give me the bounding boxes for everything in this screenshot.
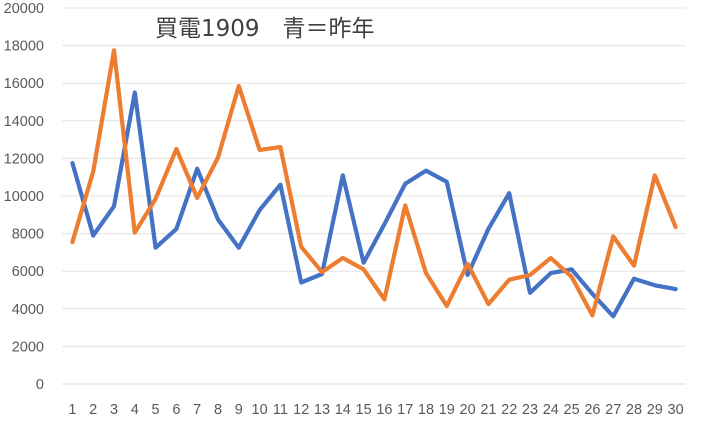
- y-tick-label: 16000: [4, 76, 44, 92]
- y-tick-label: 2000: [12, 339, 44, 355]
- x-tick-label: 26: [584, 402, 600, 418]
- x-tick-label: 30: [668, 402, 684, 418]
- x-tick-label: 15: [356, 402, 372, 418]
- x-tick-label: 3: [110, 402, 118, 418]
- x-tick-label: 22: [501, 402, 517, 418]
- x-tick-label: 1: [68, 402, 76, 418]
- x-tick-label: 8: [214, 402, 222, 418]
- x-tick-label: 23: [522, 402, 538, 418]
- y-tick-label: 4000: [12, 302, 44, 318]
- x-tick-label: 10: [252, 402, 268, 418]
- chart-title: 買電1909 青＝昨年: [155, 16, 375, 42]
- series-line: [70, 48, 678, 318]
- x-tick-label: 2: [89, 402, 97, 418]
- x-tick-label: 19: [439, 402, 455, 418]
- x-tick-label: 16: [376, 402, 392, 418]
- x-tick-label: 20: [460, 402, 476, 418]
- y-tick-label: 8000: [12, 227, 44, 243]
- x-tick-label: 12: [293, 402, 309, 418]
- x-tick-label: 9: [235, 402, 243, 418]
- y-tick-label: 12000: [4, 151, 44, 167]
- y-tick-label: 14000: [4, 114, 44, 130]
- series-line: [70, 90, 678, 319]
- y-tick-label: 10000: [4, 189, 44, 205]
- x-axis-tick-labels: 1 2 3 4 5 6 7 8 9 10 11 12 13 14 15 16 17 18 19 20 21 22 23 24 2…: [68, 402, 683, 418]
- series-2: [70, 48, 678, 318]
- gridlines: [62, 7, 686, 385]
- x-tick-label: 5: [152, 402, 160, 418]
- y-tick-label: 20000: [4, 1, 44, 17]
- x-tick-label: 11: [273, 402, 288, 418]
- x-tick-label: 25: [564, 402, 580, 418]
- y-tick-label: 0: [36, 377, 44, 393]
- x-tick-label: 27: [605, 402, 621, 418]
- x-tick-label: 24: [543, 402, 559, 418]
- x-tick-label: 17: [397, 402, 413, 418]
- x-tick-label: 6: [172, 402, 180, 418]
- x-tick-label: 7: [193, 402, 201, 418]
- x-tick-label: 14: [335, 402, 351, 418]
- x-tick-label: 18: [418, 402, 434, 418]
- series-1: [70, 90, 678, 319]
- y-tick-label: 6000: [12, 264, 44, 280]
- x-tick-label: 13: [314, 402, 330, 418]
- x-tick-label: 29: [647, 402, 663, 418]
- series-lines: [70, 48, 678, 319]
- y-axis-tick-labels: 0 2000 4000 6000 8000 10000 12000 14000 16000 180…: [4, 1, 44, 393]
- x-tick-label: 28: [626, 402, 642, 418]
- x-tick-label: 21: [480, 402, 496, 418]
- y-tick-label: 18000: [4, 39, 44, 55]
- x-tick-label: 4: [131, 402, 139, 418]
